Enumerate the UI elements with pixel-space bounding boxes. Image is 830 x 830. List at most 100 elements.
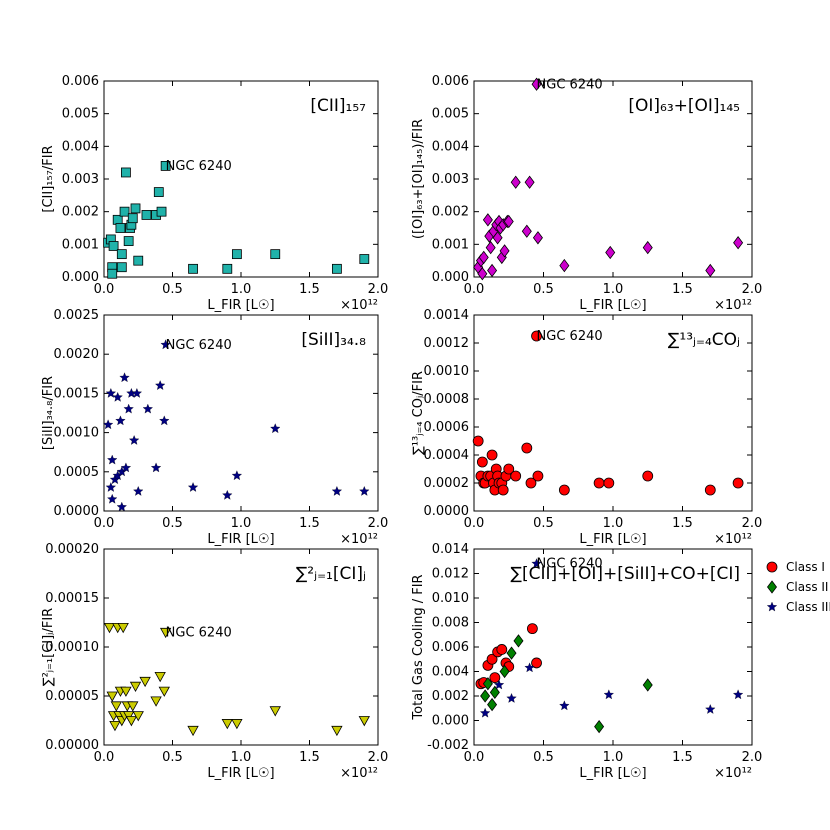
x-tick-label: 1.0 [231,750,252,765]
y-tick-label: 0.008 [432,616,469,631]
legend-label: Class II [786,580,828,594]
data-point [482,213,493,227]
data-point [132,711,144,722]
data-point [496,644,508,655]
annotation-ngc-6240: NGC 6240 [537,557,603,572]
data-point [128,435,140,445]
y-tick-label: 0.005 [62,107,99,122]
y-tick-label: 0.002 [62,205,99,220]
x-axis-label: L_FIR [L☉] [207,298,274,313]
data-point [359,254,370,264]
data-point [139,676,151,688]
panel-cii: 0.0 0.5 1.0 1.5 2.0 0.000 0.001 0.002 0.003 0.004… [41,74,388,313]
y-tick-label: 0.0015 [54,386,100,401]
data-point [732,689,744,700]
y-tick-label: 0.0010 [54,426,100,441]
x-tick-label: 2.0 [742,750,763,765]
data-point [506,646,517,660]
x-tick-label: 1.5 [672,750,693,765]
x-axis-multiplier: ×10¹² [340,298,378,313]
x-tick-label: 1.0 [603,516,624,531]
x-axis-multiplier: ×10¹² [714,298,752,313]
data-point [603,689,614,700]
data-point [107,268,118,279]
y-tick-label: 0.003 [432,172,469,187]
x-tick-label: 0.5 [162,516,183,531]
data-point [160,339,171,350]
y-tick-label: 0.002 [432,689,469,704]
data-point [526,623,538,635]
data-point [486,449,498,461]
data-point [119,206,130,217]
data-point [269,706,281,717]
x-tick-label: 2.0 [368,282,389,297]
data-point [487,697,498,712]
y-tick-label: 0.000 [62,270,99,285]
data-point [108,241,119,251]
data-point [732,477,744,489]
x-tick-label: 1.0 [603,282,624,297]
data-point [156,206,167,217]
y-tick-label: 0.014 [432,542,469,557]
data-point [117,623,129,634]
data-point [510,175,521,189]
data-point [133,485,144,496]
data-point [231,249,242,260]
panel-title: [CII]₁₅₇ [310,96,366,116]
legend: Class I Class II Class III [766,560,830,614]
data-point [155,380,166,390]
panel-co: 0.0 0.5 1.0 1.5 2.0 0.0000 0.0002 0.0004 0.0006 0… [411,308,762,547]
data-point [499,664,510,679]
data-point [120,462,132,473]
x-axis-label: L_FIR [L☉] [207,532,274,547]
data-point [119,372,130,383]
y-tick-label: 0.00000 [45,738,99,753]
data-point [270,423,281,434]
x-tick-label: 0.5 [162,750,183,765]
x-axis-label: L_FIR [L☉] [579,766,646,781]
data-point [331,725,343,737]
data-point [510,470,522,482]
data-point [532,470,544,482]
data-point [105,387,116,398]
data-point [492,231,503,245]
data-point [221,719,233,730]
y-tick-label: 0.001 [432,237,469,252]
data-point [154,672,166,683]
legend-marker [766,561,778,573]
data-point [222,489,233,500]
legend-marker [767,580,777,594]
y-axis-label: ∑²ⱼ₌₁[CI]ⱼ/FIR [41,608,56,686]
x-tick-label: 1.5 [299,516,320,531]
x-tick-label: 0.0 [464,516,485,531]
data-point [331,485,343,496]
y-tick-label: 0.004 [62,139,99,154]
data-point [521,442,533,454]
annotation-ngc-6240: NGC 6240 [537,329,603,344]
legend-marker [766,601,778,612]
data-point [116,262,127,273]
data-point [159,627,172,639]
data-points [103,161,370,279]
data-point [705,704,716,714]
legend-label: Class I [786,560,825,574]
data-point [331,263,342,274]
data-point [222,263,233,274]
data-point [142,403,153,414]
data-point [503,463,515,475]
data-point [270,249,281,260]
data-point [133,255,144,266]
data-point [129,681,142,693]
data-point [733,236,744,250]
data-point [477,267,488,281]
x-tick-label: 2.0 [742,282,763,297]
data-point [531,77,542,91]
y-tick-label: 0.010 [432,591,469,606]
y-axis-label: ([OI]₆₃+[OI]₁₄₅)/FIR [411,119,426,239]
data-point [531,558,542,569]
data-point [115,415,126,426]
data-point [594,719,605,734]
y-tick-label: 0.00010 [45,640,99,655]
data-point [121,167,131,178]
